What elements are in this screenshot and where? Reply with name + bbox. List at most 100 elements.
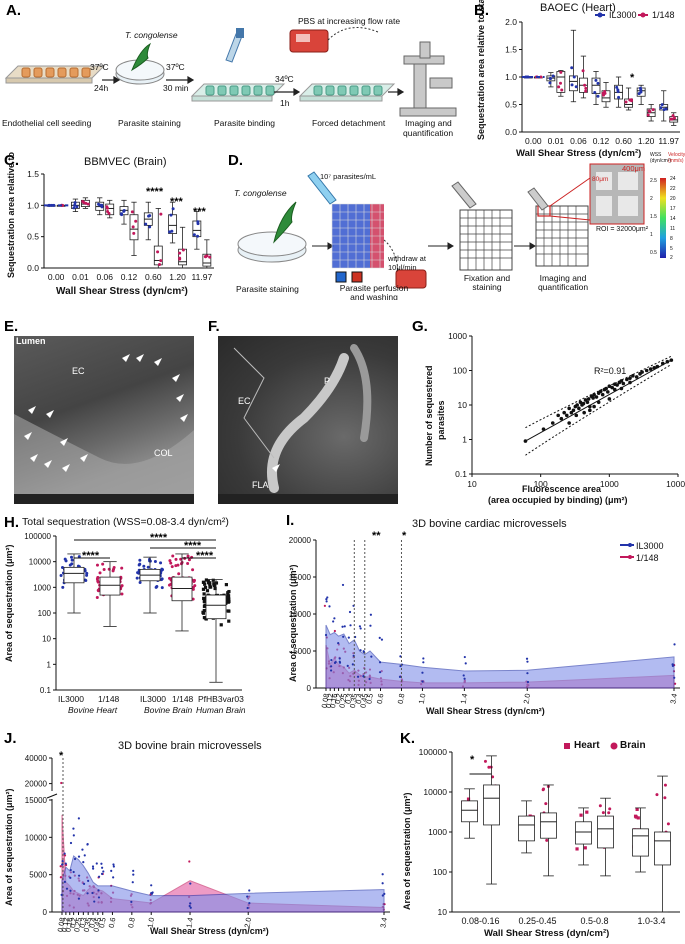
panel-a: A.	[0, 0, 470, 140]
G-point	[655, 364, 660, 369]
K-Brain-1.0-3.4-point	[663, 783, 667, 787]
C-1/148-11.97-box	[202, 253, 212, 267]
J-xtick-label: 0.25	[72, 917, 83, 933]
step-1: Endothelial cell seeding	[2, 118, 92, 128]
G-point	[604, 386, 608, 391]
H-group-4-point	[202, 608, 206, 613]
I-IL3000-point	[351, 663, 354, 666]
G-ytick-label: 10	[458, 400, 468, 410]
I-IL3000-point	[421, 680, 424, 683]
B-1/148-1.20-point	[648, 110, 652, 114]
J-IL3000-point	[132, 873, 135, 876]
I-IL3000-point	[525, 657, 529, 660]
G-ytick-label: 1000	[448, 331, 467, 341]
H-ytick-label: 100	[38, 609, 52, 618]
I-IL3000-point	[356, 675, 360, 678]
I-IL3000-point	[369, 624, 372, 627]
H-group-4-point	[226, 599, 230, 603]
G-point	[621, 381, 626, 386]
C-IL3000-11.97-point	[196, 234, 200, 238]
B-xtick-label: 0.12	[593, 136, 610, 146]
H-group-0-point	[59, 573, 63, 577]
J-IL3000-point	[101, 866, 104, 869]
H-group-1-point	[120, 592, 124, 596]
J-IL3000-point	[77, 817, 80, 820]
scale-left-3: 1	[650, 232, 653, 238]
C-1/148-11.97-point	[208, 255, 212, 259]
C-1/148-0.06-point	[106, 210, 110, 214]
J-IL3000-point	[189, 906, 192, 909]
C-IL3000-0.01-point	[73, 201, 77, 205]
J-IL3000-point	[82, 860, 85, 864]
H-group-0-point	[61, 566, 65, 570]
panel-h-sub-2: Bovine Brain	[144, 705, 193, 715]
J-IL3000-point	[248, 889, 251, 892]
B-IL3000-0.06-point	[572, 75, 576, 79]
J-IL3000-point	[69, 868, 72, 872]
I-IL3000-point	[378, 636, 381, 639]
B-IL3000-11.97-point	[660, 103, 664, 107]
H-group-3-point	[169, 561, 173, 565]
H-group-4-point	[203, 597, 207, 602]
J-IL3000-point	[93, 900, 96, 903]
I-xtick-label: 0.25	[337, 693, 348, 709]
K-Brain-0.5-0.8-box	[597, 815, 614, 849]
panel-j-sig: *	[59, 750, 64, 762]
I-IL3000-point	[368, 677, 371, 681]
C-1/148-0.01-point	[84, 201, 88, 205]
K-Brain-0.25-0.45-box	[540, 812, 557, 839]
J-IL3000-point	[77, 855, 81, 858]
I-IL3000-point	[399, 655, 402, 658]
K-Heart-1.0-3.4-point	[633, 814, 638, 818]
J-xtick-label: 0.35	[82, 917, 93, 933]
H-group-1-point	[98, 571, 102, 575]
fixation-grid	[451, 181, 513, 271]
I-IL3000-point	[378, 661, 382, 664]
J-IL3000-point	[69, 876, 72, 879]
G-ci-high	[525, 355, 672, 429]
G-point	[610, 385, 614, 390]
J-xtick-label: 0.12	[59, 917, 70, 933]
scale-right-7: 5	[670, 246, 673, 252]
G-point	[634, 375, 639, 379]
C-1/148-0.60-point	[157, 263, 161, 267]
H-group-3-point	[176, 563, 180, 567]
J-IL3000-point	[246, 895, 249, 898]
dish-icon	[237, 201, 307, 263]
J-IL3000-point	[91, 865, 95, 868]
H-group-4-point	[224, 583, 228, 587]
panel-b-sig: *	[630, 72, 635, 84]
B-IL3000-0.60-point	[615, 85, 619, 89]
C-1/148-11.97-point	[203, 255, 207, 259]
scale-left-title: WSS (dyn/cm²)	[650, 152, 672, 164]
C-IL3000-0.06-point	[97, 202, 101, 206]
label-p: P	[324, 376, 331, 386]
J-ytick-label: 0	[43, 908, 48, 917]
K-Heart-1.0-3.4-box	[632, 828, 649, 857]
I-legend-il3000-dot	[628, 543, 632, 547]
H-group-3-point	[191, 568, 195, 572]
B-ytick-label: 2.0	[505, 17, 517, 27]
scale-right-5: 11	[670, 226, 676, 232]
B-ytick-label: 0.0	[505, 127, 517, 137]
label-ec-f: EC	[238, 396, 251, 406]
J-IL3000-point	[64, 862, 67, 865]
J-IL3000-point	[110, 869, 113, 872]
I-ytick-label: 15000	[289, 573, 312, 582]
C-1/148-1.20-point	[181, 248, 185, 252]
K-Heart-0.5-0.8-point	[585, 810, 589, 814]
J-IL3000-point	[381, 894, 384, 897]
K-Heart-0.08-0.16-box	[461, 800, 478, 823]
B-1/148-0.06-point	[584, 86, 588, 90]
arrow-3-temp: 34ºC	[275, 74, 294, 84]
H-group-1-point	[112, 567, 116, 571]
J-1/148-point	[59, 876, 62, 879]
B-1/148-0.12-point	[603, 90, 607, 94]
J-xtick-label: 0.6	[107, 917, 118, 929]
K-ytick-label: 100	[433, 867, 447, 877]
J-xtick-label: 0.3	[78, 917, 89, 929]
B-xtick-label: 0.01	[548, 136, 565, 146]
panel-c-chart: 0.0 0.5 1.0 1.5 0.00 0.01 0.06 0.12 0.60 1.20 11.9…	[27, 169, 214, 282]
G-point	[594, 395, 599, 399]
C-IL3000-0.01-point	[73, 203, 77, 207]
